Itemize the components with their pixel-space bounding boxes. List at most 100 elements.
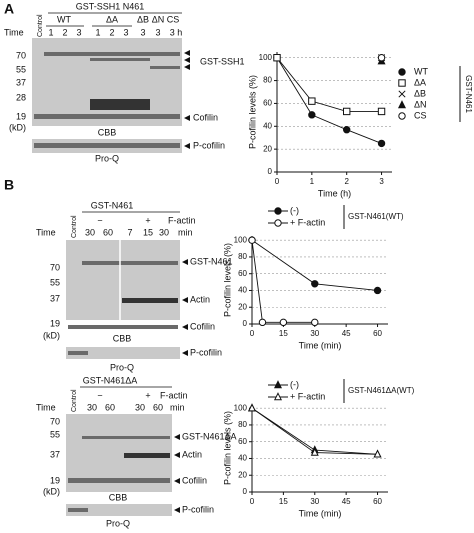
band: [68, 325, 178, 329]
x-tick-label: 60: [373, 329, 382, 338]
y-tick-label: 60: [238, 269, 247, 278]
marker: [398, 68, 406, 76]
arrow: [182, 259, 188, 330]
band: [44, 52, 180, 56]
band: [124, 453, 170, 458]
gel-header: GST-N461ΔA: [83, 375, 138, 385]
lane: 30: [85, 227, 95, 237]
gel-header: GST-SSH1 N461: [76, 1, 145, 11]
band-label: GST-N461: [190, 256, 233, 266]
lane: 30: [159, 227, 169, 237]
x-axis-label: Time (min): [299, 508, 342, 518]
x-tick-label: 0: [275, 177, 280, 186]
marker: [274, 219, 282, 227]
band-label: GST-N461ΔA: [182, 431, 237, 441]
x-tick-label: 45: [342, 497, 351, 506]
y-tick-label: 80: [263, 76, 272, 85]
band: [68, 478, 170, 483]
mw-unit: (kD): [43, 486, 60, 496]
marker: [397, 100, 407, 109]
lane: 30: [135, 402, 145, 412]
marker: [279, 318, 288, 327]
sign: +: [145, 390, 150, 400]
lane: min: [170, 402, 185, 412]
mw: 19: [50, 475, 60, 485]
marker: [248, 236, 256, 244]
marker: [273, 380, 283, 389]
mw: 55: [50, 277, 60, 287]
y-tick-label: 40: [238, 286, 247, 295]
x-axis-label: Time (min): [299, 340, 342, 350]
lane: 2: [109, 27, 114, 37]
legend-label: ΔN: [414, 99, 427, 109]
stain: Pro-Q: [95, 153, 119, 163]
legend-label: ΔB: [414, 88, 426, 98]
lane: 30: [87, 402, 97, 412]
band-label: Actin: [182, 449, 202, 459]
time-label: Time: [4, 27, 24, 37]
arrow: [184, 50, 190, 121]
legend-label: (-): [290, 205, 299, 215]
legend-label: ΔA: [414, 77, 426, 87]
band: [34, 143, 180, 148]
group: ΔA: [106, 14, 118, 24]
x-tick-label: 0: [250, 329, 255, 338]
lane: 3 h: [170, 27, 183, 37]
y-tick-label: 20: [263, 144, 272, 153]
marker: [247, 403, 257, 412]
x-tick-label: 15: [279, 329, 288, 338]
marker: [377, 139, 386, 148]
arrow: [174, 434, 180, 484]
mw: 37: [50, 293, 60, 303]
legend-label: (-): [290, 379, 299, 389]
band: [90, 99, 150, 110]
band: [34, 114, 180, 119]
marker: [308, 111, 316, 119]
marker: [398, 79, 406, 87]
treatment: F-actin: [160, 390, 188, 400]
mw-unit: (kD): [43, 330, 60, 340]
arrow: [184, 143, 190, 149]
lane: 60: [103, 227, 113, 237]
treatment: F-actin: [168, 215, 196, 225]
x-tick-label: 3: [379, 177, 384, 186]
y-tick-label: 80: [238, 252, 247, 261]
legend-label: + F-actin: [290, 217, 325, 227]
x-axis-label: Time (h): [318, 188, 351, 198]
y-tick-label: 40: [238, 454, 247, 463]
group: ΔN: [152, 14, 165, 24]
mw: 37: [50, 449, 60, 459]
marker: [311, 318, 319, 327]
mw: 70: [16, 50, 26, 60]
group: ΔB: [137, 14, 149, 24]
y-tick-label: 0: [243, 487, 248, 496]
y-tick-label: 40: [263, 121, 272, 130]
y-tick-label: 60: [238, 437, 247, 446]
lane: 1: [95, 27, 100, 37]
stain: CBB: [109, 492, 128, 502]
lane: 3: [140, 27, 145, 37]
band-label: Cofilin: [190, 321, 215, 331]
axis: [276, 52, 392, 173]
series-line: [276, 57, 382, 144]
mw-unit: (kD): [9, 122, 26, 132]
band: [150, 66, 180, 69]
time-label: Time: [36, 402, 56, 412]
panel-label: A: [4, 1, 14, 17]
y-axis-label: P-cofilin levels (%): [222, 243, 232, 317]
marker: [273, 392, 283, 401]
y-tick-label: 100: [259, 53, 273, 62]
marker: [342, 107, 351, 116]
stain: CBB: [113, 333, 132, 343]
legend-label: WT: [414, 66, 428, 76]
x-tick-label: 60: [373, 497, 382, 506]
band: [122, 298, 178, 303]
lane: 3: [76, 27, 81, 37]
y-tick-label: 60: [263, 99, 272, 108]
band: [68, 351, 88, 355]
mw: 55: [16, 64, 26, 74]
group: WT: [57, 14, 71, 24]
control-label: Control: [71, 389, 78, 412]
y-tick-label: 80: [238, 420, 247, 429]
lane: 2: [62, 27, 67, 37]
